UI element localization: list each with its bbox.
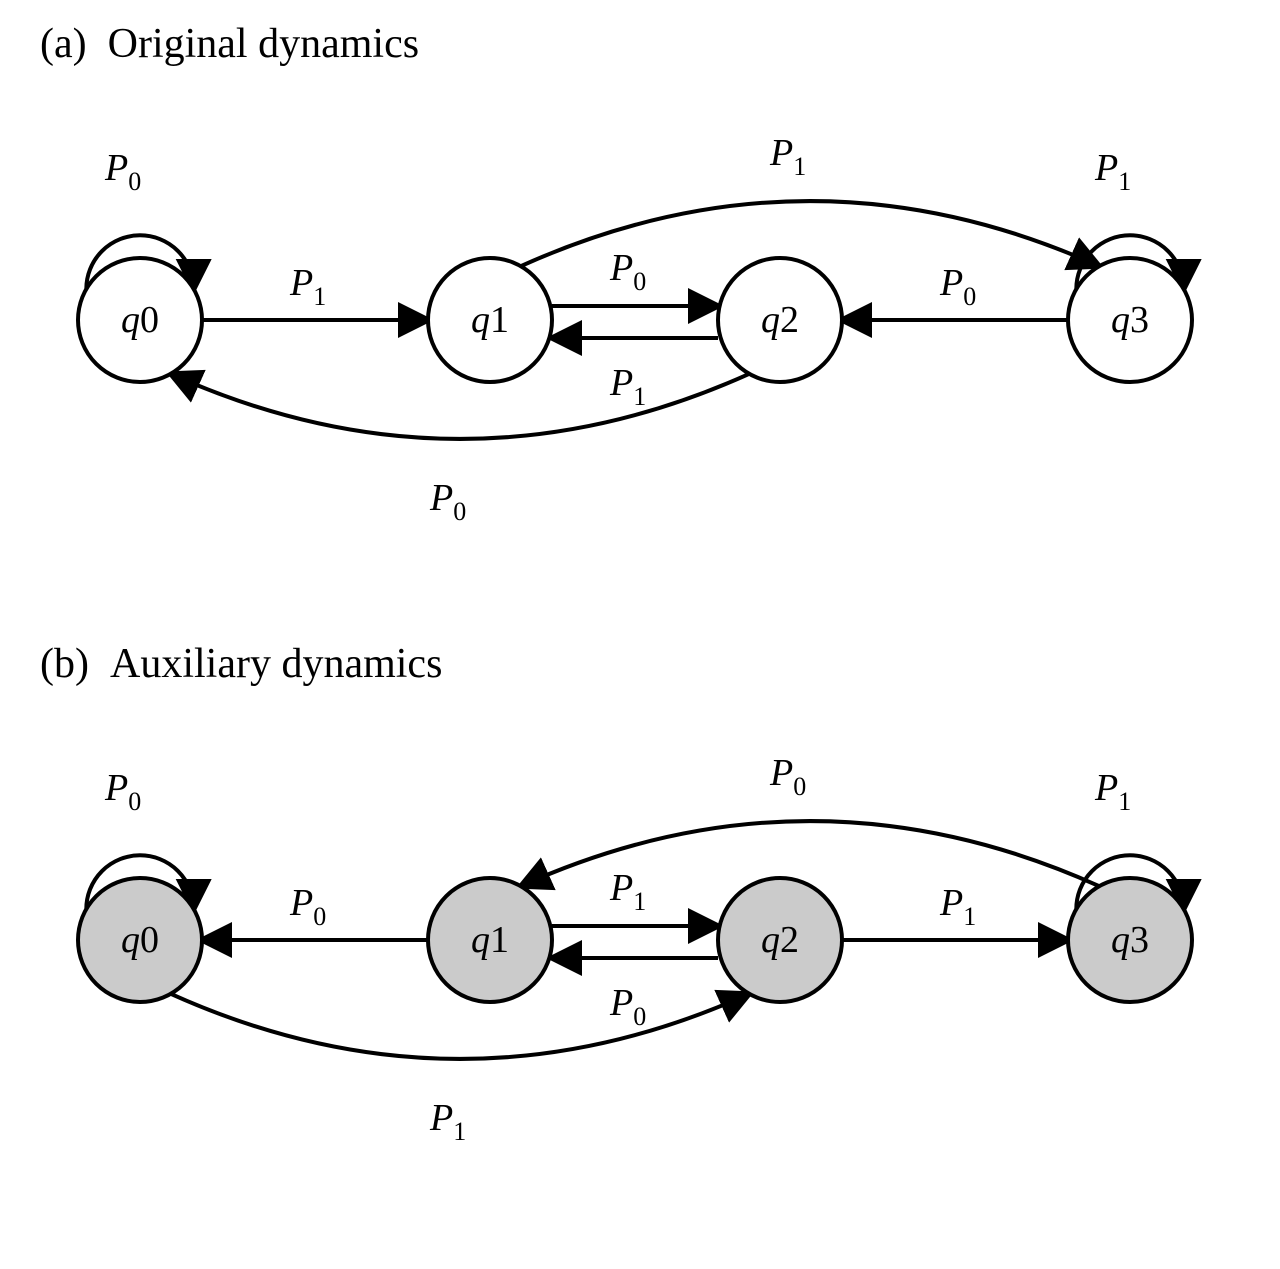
edge-label-q1-q2: P0 (609, 247, 646, 296)
node-label-q3: q3 (1111, 919, 1149, 961)
node-label-q1: q1 (471, 919, 509, 961)
edge-label-q0-q1: P1 (289, 262, 326, 311)
edge-label-q1-q3: P1 (769, 132, 806, 181)
edge-q1-q3-arc (521, 201, 1099, 266)
node-label-q3: q3 (1111, 299, 1149, 341)
edge-label-q0-q0: P0 (104, 767, 141, 816)
panel-b-diagram: P0 P0 P1 P0 P1 P0 P1 P1 q0 q1 q2 q3 (78, 752, 1192, 1146)
edge-q0-q2-arc (171, 994, 749, 1059)
diagram-canvas: P0P1P0P1P0P1P0P1q0q1q2q3 P0P0P1P0P1P0P1P… (0, 0, 1280, 1269)
edge-label-q0-q2: P1 (429, 1097, 466, 1146)
edge-label-q3-q3: P1 (1094, 767, 1131, 816)
edge-label-q2-q0: P0 (429, 477, 466, 526)
edge-label-q3-q2: P0 (939, 262, 976, 311)
edge-label-q1-q0: P0 (289, 882, 326, 931)
edge-label-q3-q3: P1 (1094, 147, 1131, 196)
edge-label-q1-q2: P1 (609, 867, 646, 916)
edge-label-q3-q1: P0 (769, 752, 806, 801)
node-label-q1: q1 (471, 299, 509, 341)
edge-label-q0-q0: P0 (104, 147, 141, 196)
node-label-q0: q0 (121, 919, 159, 961)
panel-a-diagram: P0 P1 P0 P1 P0 P1 P0 P1 q0 q1 q2 q3 (78, 132, 1192, 526)
node-label-q2: q2 (761, 299, 799, 341)
figure-page: (a) Original dynamics (b) Auxiliary dyna… (0, 0, 1280, 1269)
edge-label-q2-q3: P1 (939, 882, 976, 931)
node-label-q2: q2 (761, 919, 799, 961)
node-label-q0: q0 (121, 299, 159, 341)
edge-q2-q0-arc (171, 374, 749, 439)
edge-label-q2-q1: P0 (609, 982, 646, 1031)
edge-q3-q1-arc (521, 821, 1099, 886)
edge-label-q2-q1: P1 (609, 362, 646, 411)
